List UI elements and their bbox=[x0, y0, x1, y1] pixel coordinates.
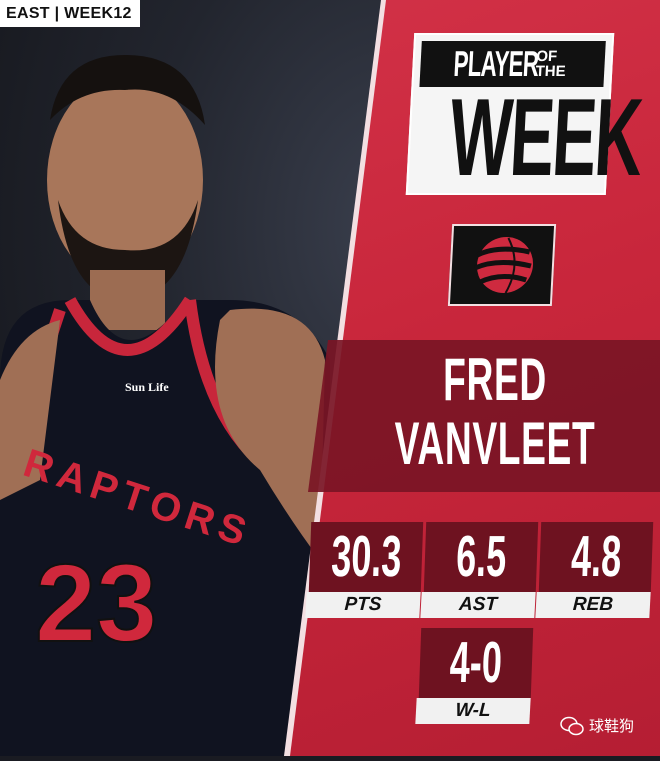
stat-assists: 6.5 AST bbox=[420, 522, 539, 620]
player-last-name: VANVLEET bbox=[394, 410, 596, 477]
stat-label: REB bbox=[535, 592, 651, 618]
jersey-number: 23 bbox=[34, 541, 158, 666]
wechat-icon bbox=[560, 716, 584, 735]
raptors-claw-ball-icon bbox=[473, 237, 534, 294]
player-name: FRED VANVLEET bbox=[393, 348, 598, 476]
watermark: 球鞋狗 bbox=[560, 715, 634, 736]
stat-points: 30.3 PTS bbox=[305, 522, 424, 620]
player-first-name: FRED bbox=[443, 346, 547, 413]
title-of: OF bbox=[535, 48, 558, 65]
stat-label: AST bbox=[420, 592, 536, 618]
stat-win-loss: 4-0 W-L bbox=[415, 628, 534, 726]
stat-rebounds: 4.8 REB bbox=[535, 522, 654, 620]
stat-value: 6.5 bbox=[454, 524, 508, 589]
watermark-text: 球鞋狗 bbox=[589, 718, 635, 735]
stat-value: 4-0 bbox=[448, 630, 504, 695]
jersey-sponsor: Sun Life bbox=[125, 380, 169, 394]
stat-value: 4.8 bbox=[569, 524, 623, 589]
stat-label: PTS bbox=[305, 592, 421, 618]
conference-week-tag: EAST | WEEK12 bbox=[0, 0, 140, 27]
title-week: WEEK bbox=[446, 76, 644, 199]
player-of-the-week-title: PLAYER OF THE WEEK bbox=[405, 33, 644, 199]
stat-value: 30.3 bbox=[330, 524, 403, 589]
stat-label: W-L bbox=[415, 698, 531, 724]
team-logo bbox=[447, 224, 557, 306]
name-band bbox=[308, 340, 660, 492]
